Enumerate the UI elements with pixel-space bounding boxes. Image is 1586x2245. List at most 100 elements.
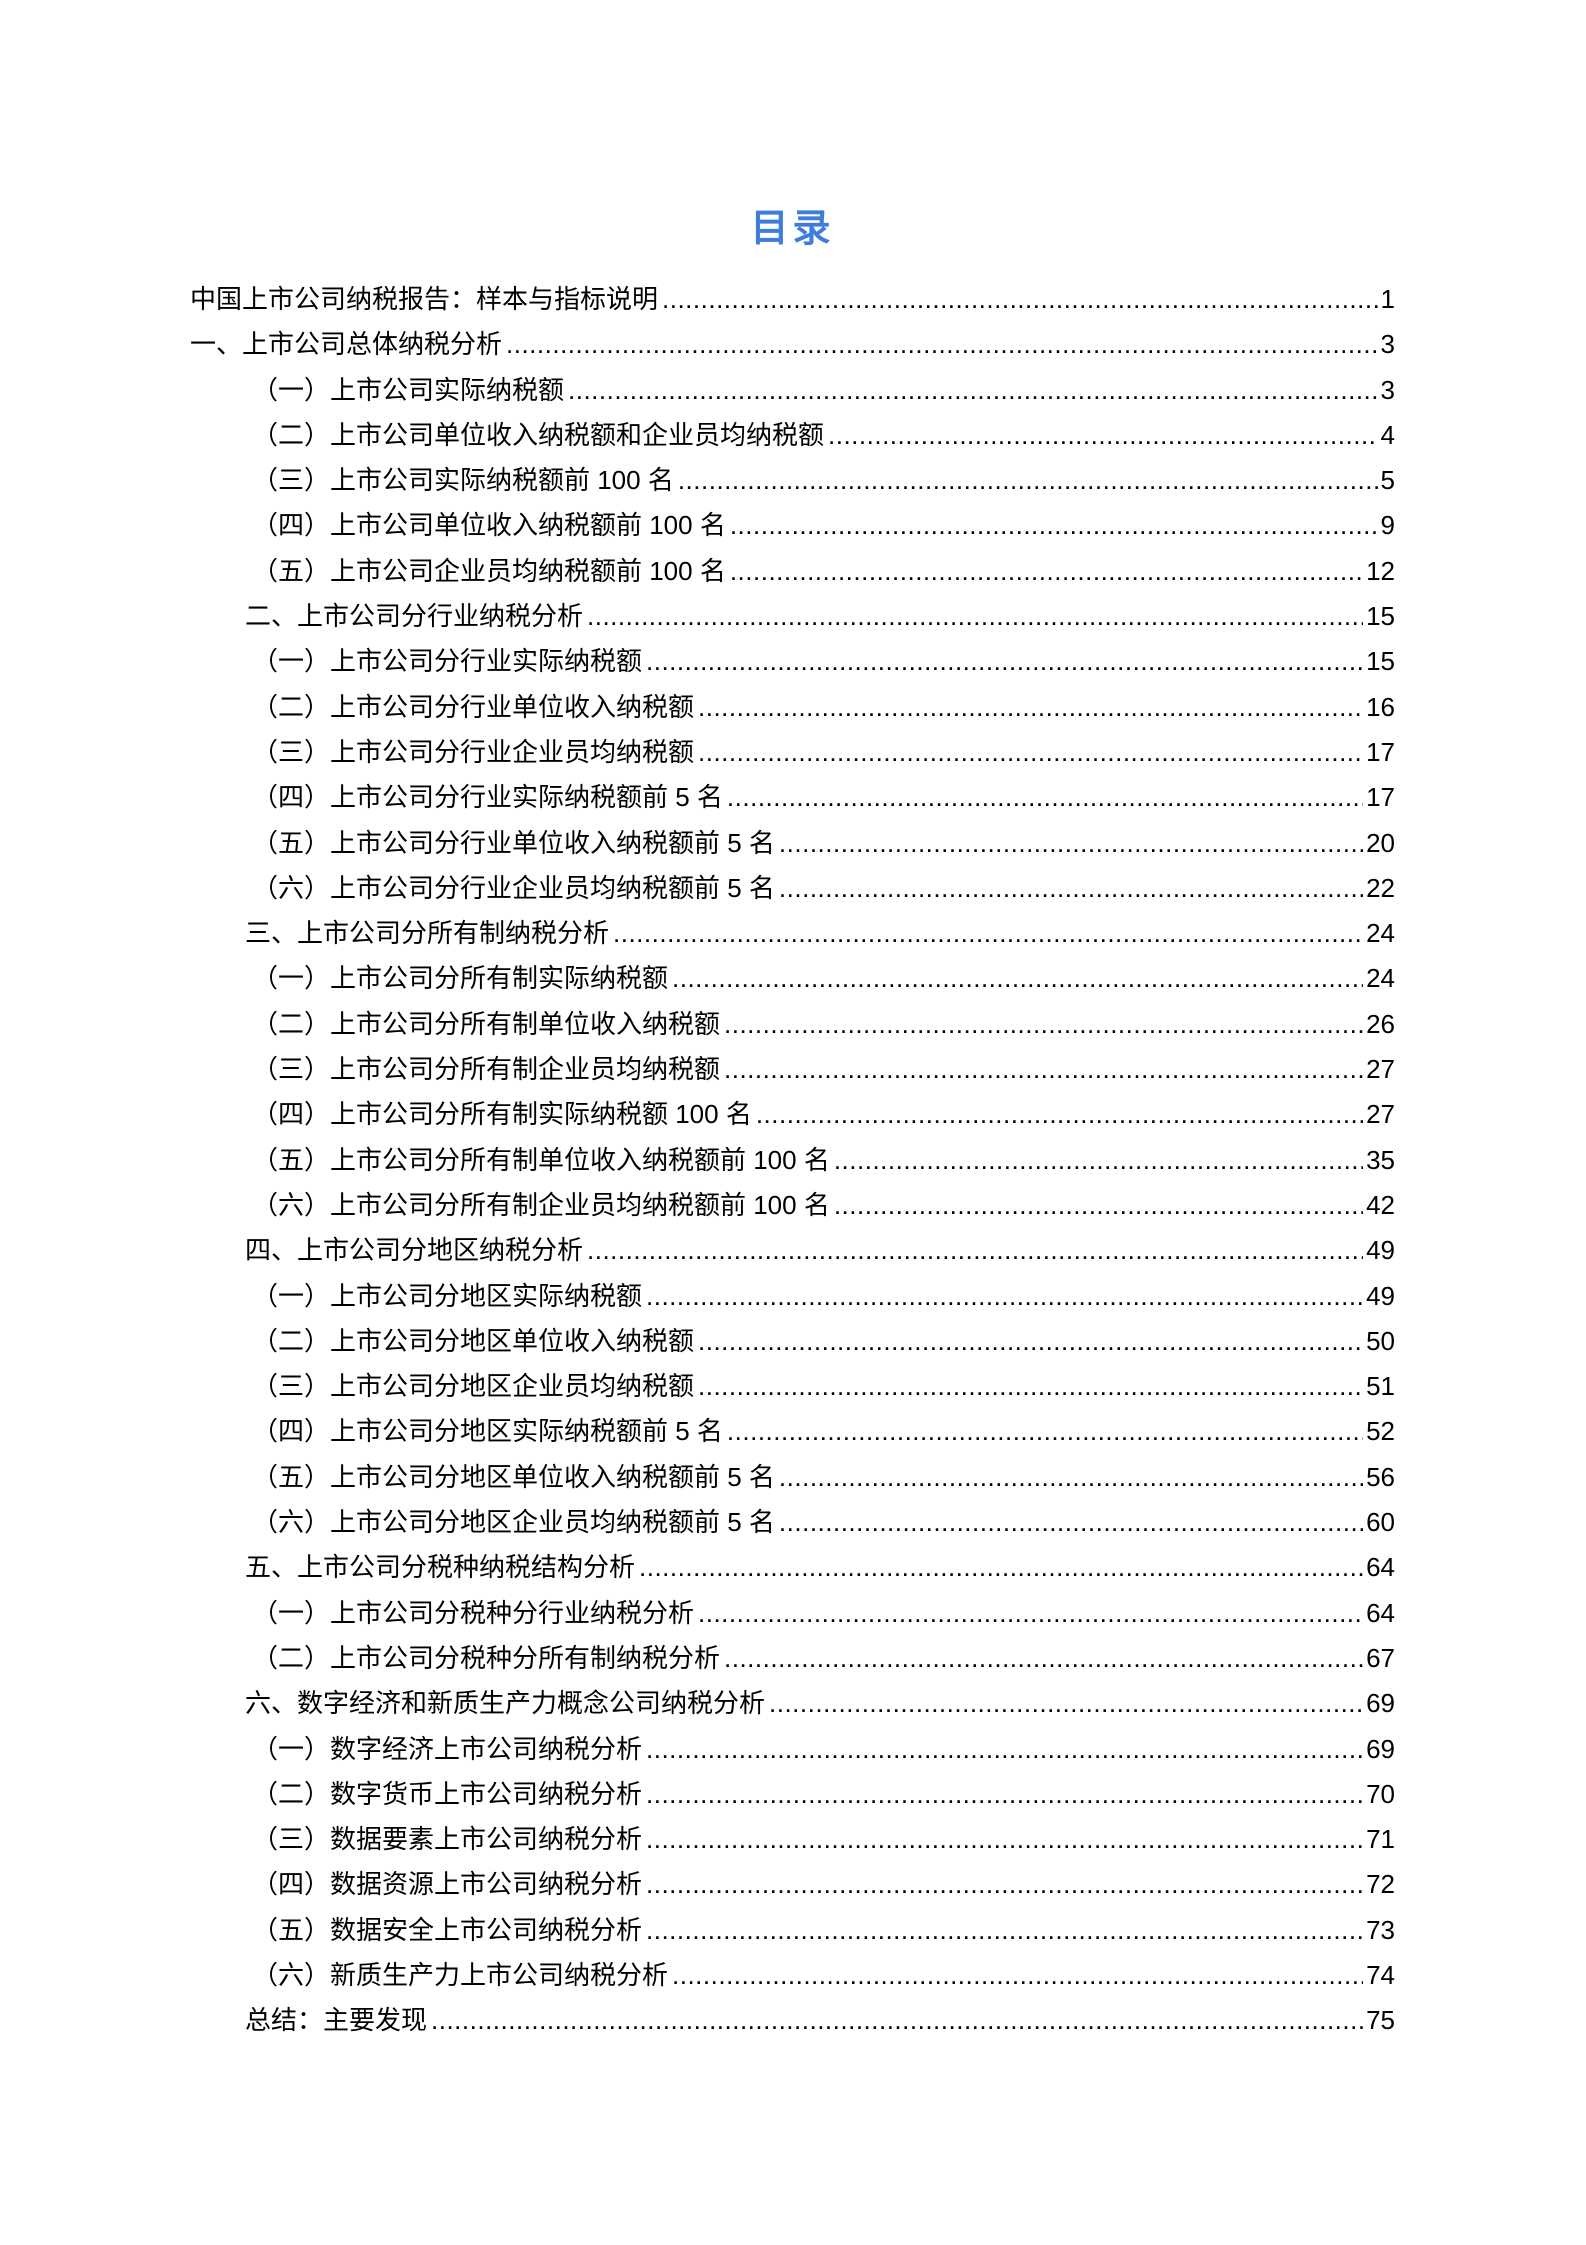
toc-entry-page: 64 [1366, 1597, 1395, 1628]
toc-leader-dots: ........................................… [778, 872, 1363, 903]
toc-entry-page: 50 [1366, 1325, 1395, 1356]
toc-entry[interactable]: （一）上市公司分地区实际纳税额 ........................… [190, 1274, 1395, 1319]
toc-list: 中国上市公司纳税报告：样本与指标说明 .....................… [190, 277, 1395, 2044]
toc-entry-page: 1 [1380, 284, 1395, 314]
toc-entry-page: 69 [1366, 1688, 1395, 1719]
toc-leader-dots: ........................................… [698, 1325, 1363, 1356]
toc-entry-page: 22 [1366, 872, 1395, 903]
toc-leader-dots: ........................................… [506, 329, 1378, 360]
toc-entry-label: （三）数据要素上市公司纳税分析 [252, 1824, 643, 1855]
toc-entry-page: 49 [1366, 1235, 1395, 1266]
toc-entry[interactable]: 中国上市公司纳税报告：样本与指标说明 .....................… [190, 277, 1395, 322]
toc-entry[interactable]: 一、上市公司总体纳税分析 ...........................… [190, 322, 1395, 367]
toc-leader-dots: ........................................… [769, 1688, 1364, 1719]
toc-leader-dots: ........................................… [698, 691, 1363, 722]
toc-entry-label: （三）上市公司分所有制企业员均纳税额 [252, 1054, 721, 1085]
toc-entry[interactable]: （五）上市公司分行业单位收入纳税额前 5 名 .................… [190, 821, 1395, 866]
toc-entry[interactable]: 二、上市公司分行业纳税分析 ..........................… [190, 594, 1395, 639]
toc-entry[interactable]: （六）上市公司分所有制企业员均纳税额前 100 名 ..............… [190, 1183, 1395, 1228]
toc-entry[interactable]: （五）上市公司分地区单位收入纳税额前 5 名 .................… [190, 1455, 1395, 1500]
toc-entry-page: 27 [1366, 1099, 1395, 1130]
toc-entry[interactable]: （三）上市公司分所有制企业员均纳税额 .....................… [190, 1047, 1395, 1092]
toc-entry-label: （五）上市公司分行业单位收入纳税额前 5 名 [252, 827, 775, 858]
toc-entry[interactable]: （二）数字货币上市公司纳税分析 ........................… [190, 1772, 1395, 1817]
toc-leader-dots: ........................................… [729, 555, 1364, 586]
toc-entry-label: （五）上市公司分所有制单位收入纳税额前 100 名 [252, 1144, 830, 1175]
toc-leader-dots: ........................................… [587, 601, 1363, 632]
toc-entry-label: （一）上市公司分所有制实际纳税额 [252, 963, 669, 994]
toc-entry-page: 67 [1366, 1642, 1395, 1673]
toc-entry[interactable]: 三、上市公司分所有制纳税分析 .........................… [190, 911, 1395, 956]
toc-entry[interactable]: （三）数据要素上市公司纳税分析 ........................… [190, 1817, 1395, 1862]
toc-entry-label: 四、上市公司分地区纳税分析 [245, 1235, 584, 1266]
toc-entry-page: 15 [1366, 601, 1395, 632]
toc-entry-page: 4 [1380, 419, 1395, 450]
toc-entry-label: （四）上市公司分地区实际纳税额前 5 名 [252, 1416, 723, 1447]
toc-entry[interactable]: （四）上市公司单位收入纳税额前 100 名 ..................… [190, 503, 1395, 548]
toc-entry-label: （六）新质生产力上市公司纳税分析 [252, 1959, 669, 1990]
toc-entry-page: 24 [1366, 918, 1395, 949]
toc-leader-dots: ........................................… [724, 1642, 1363, 1673]
toc-entry-label: （一）数字经济上市公司纳税分析 [252, 1733, 643, 1764]
toc-entry-label: 中国上市公司纳税报告：样本与指标说明 [190, 284, 659, 314]
toc-entry-page: 17 [1366, 736, 1395, 767]
toc-leader-dots: ........................................… [778, 1461, 1363, 1492]
toc-entry-page: 49 [1366, 1280, 1395, 1311]
toc-entry[interactable]: （六）上市公司分地区企业员均纳税额前 5 名 .................… [190, 1500, 1395, 1545]
toc-entry[interactable]: （一）上市公司分行业实际纳税额 ........................… [190, 639, 1395, 684]
toc-entry[interactable]: 六、数字经济和新质生产力概念公司纳税分析 ...................… [190, 1681, 1395, 1726]
toc-entry[interactable]: （四）上市公司分所有制实际纳税额 100 名 .................… [190, 1092, 1395, 1137]
toc-entry[interactable]: （四）上市公司分地区实际纳税额前 5 名 ...................… [190, 1409, 1395, 1454]
toc-entry-page: 17 [1366, 782, 1395, 813]
toc-entry-label: （四）上市公司分行业实际纳税额前 5 名 [252, 782, 723, 813]
toc-entry[interactable]: （二）上市公司分行业单位收入纳税额 ......................… [190, 685, 1395, 730]
toc-entry-page: 3 [1380, 329, 1395, 360]
toc-entry-label: 二、上市公司分行业纳税分析 [245, 601, 584, 632]
toc-entry[interactable]: （一）上市公司分所有制实际纳税额 .......................… [190, 956, 1395, 1001]
toc-entry[interactable]: （三）上市公司实际纳税额前 100 名 ....................… [190, 458, 1395, 503]
toc-entry[interactable]: （三）上市公司分地区企业员均纳税额 ......................… [190, 1364, 1395, 1409]
toc-entry[interactable]: （四）数据资源上市公司纳税分析 ........................… [190, 1862, 1395, 1907]
toc-entry-page: 71 [1366, 1824, 1395, 1855]
toc-entry[interactable]: 五、上市公司分税种纳税结构分析 ........................… [190, 1545, 1395, 1590]
toc-entry[interactable]: （一）数字经济上市公司纳税分析 ........................… [190, 1727, 1395, 1772]
toc-leader-dots: ........................................… [698, 736, 1363, 767]
toc-entry-page: 52 [1366, 1416, 1395, 1447]
toc-entry[interactable]: （五）上市公司企业员均纳税额前 100 名 ..................… [190, 549, 1395, 594]
toc-entry-label: （六）上市公司分行业企业员均纳税额前 5 名 [252, 872, 775, 903]
toc-leader-dots: ........................................… [724, 1008, 1363, 1039]
toc-entry[interactable]: （五）数据安全上市公司纳税分析 ........................… [190, 1908, 1395, 1953]
toc-entry-page: 56 [1366, 1461, 1395, 1492]
toc-entry[interactable]: （三）上市公司分行业企业员均纳税额 ......................… [190, 730, 1395, 775]
toc-entry-page: 75 [1366, 2005, 1395, 2036]
toc-leader-dots: ........................................… [833, 1189, 1363, 1220]
toc-leader-dots: ........................................… [778, 1507, 1363, 1538]
toc-leader-dots: ........................................… [778, 827, 1363, 858]
toc-entry[interactable]: （二）上市公司单位收入纳税额和企业员均纳税额 .................… [190, 413, 1395, 458]
toc-entry-label: （二）数字货币上市公司纳税分析 [252, 1778, 643, 1809]
toc-entry-page: 27 [1366, 1054, 1395, 1085]
toc-leader-dots: ........................................… [646, 1869, 1364, 1900]
toc-leader-dots: ........................................… [672, 1959, 1363, 1990]
toc-entry[interactable]: （六）新质生产力上市公司纳税分析 .......................… [190, 1953, 1395, 1998]
toc-entry-page: 70 [1366, 1778, 1395, 1809]
toc-leader-dots: ........................................… [698, 1597, 1363, 1628]
toc-entry-page: 69 [1366, 1733, 1395, 1764]
toc-entry[interactable]: 总结：主要发现 ................................… [190, 1998, 1395, 2043]
toc-entry-label: （二）上市公司单位收入纳税额和企业员均纳税额 [252, 419, 825, 450]
toc-entry[interactable]: （五）上市公司分所有制单位收入纳税额前 100 名 ..............… [190, 1138, 1395, 1183]
toc-entry-label: （二）上市公司分行业单位收入纳税额 [252, 691, 695, 722]
toc-entry[interactable]: 四、上市公司分地区纳税分析 ..........................… [190, 1228, 1395, 1273]
toc-entry[interactable]: （二）上市公司分地区单位收入纳税额 ......................… [190, 1319, 1395, 1364]
toc-entry[interactable]: （二）上市公司分所有制单位收入纳税额 .....................… [190, 1002, 1395, 1047]
toc-entry-label: （二）上市公司分所有制单位收入纳税额 [252, 1008, 721, 1039]
toc-entry-page: 24 [1366, 963, 1395, 994]
toc-entry[interactable]: （六）上市公司分行业企业员均纳税额前 5 名 .................… [190, 866, 1395, 911]
toc-entry[interactable]: （四）上市公司分行业实际纳税额前 5 名 ...................… [190, 775, 1395, 820]
toc-leader-dots: ........................................… [698, 1371, 1363, 1402]
toc-entry-label: （一）上市公司分地区实际纳税额 [252, 1280, 643, 1311]
toc-entry[interactable]: （二）上市公司分税种分所有制纳税分析 .....................… [190, 1636, 1395, 1681]
toc-leader-dots: ........................................… [646, 1280, 1364, 1311]
toc-entry[interactable]: （一）上市公司实际纳税额 ...........................… [190, 368, 1395, 413]
toc-entry[interactable]: （一）上市公司分税种分行业纳税分析 ......................… [190, 1591, 1395, 1636]
